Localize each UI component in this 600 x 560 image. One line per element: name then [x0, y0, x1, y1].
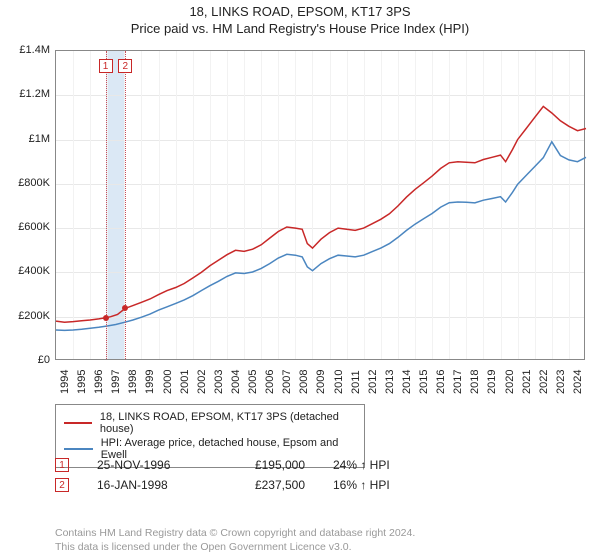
sale-badge: 2	[55, 478, 69, 492]
x-tick-label: 2021	[521, 370, 533, 394]
x-tick-label: 2011	[350, 370, 362, 394]
series-line-hpi	[56, 142, 586, 331]
x-tick-label: 2014	[401, 370, 413, 394]
x-tick-label: 2022	[538, 370, 550, 394]
legend-row-1: 18, LINKS ROAD, EPSOM, KT17 3PS (detache…	[64, 411, 356, 435]
x-tick-label: 2018	[469, 370, 481, 394]
x-tick-label: 2017	[452, 370, 464, 394]
chart-title: 18, LINKS ROAD, EPSOM, KT17 3PS	[0, 4, 600, 19]
x-tick-label: 1998	[127, 370, 139, 394]
sale-badge: 1	[55, 458, 69, 472]
sale-badge: 1	[99, 59, 113, 73]
price-history-row: 2 16-JAN-1998 £237,500 16% ↑ HPI	[55, 478, 423, 492]
x-tick-label: 2001	[179, 370, 191, 394]
plot-area: 12	[55, 50, 585, 360]
x-tick-label: 1997	[110, 370, 122, 394]
sale-price: £237,500	[225, 478, 305, 492]
sale-point-icon	[103, 315, 109, 321]
disclaimer-text: Contains HM Land Registry data © Crown c…	[55, 526, 415, 554]
x-tick-label: 1996	[93, 370, 105, 394]
x-tick-label: 2002	[196, 370, 208, 394]
y-tick-label: £1.2M	[0, 88, 50, 100]
x-tick-label: 2010	[333, 370, 345, 394]
y-tick-label: £1.4M	[0, 44, 50, 56]
x-tick-label: 2020	[504, 370, 516, 394]
sale-change: 16% ↑ HPI	[333, 478, 423, 492]
y-tick-label: £600K	[0, 221, 50, 233]
y-tick-label: £800K	[0, 177, 50, 189]
price-history-row: 1 25-NOV-1996 £195,000 24% ↑ HPI	[55, 458, 423, 472]
sale-date: 25-NOV-1996	[97, 458, 197, 472]
disclaimer-line-2: This data is licensed under the Open Gov…	[55, 540, 415, 554]
x-tick-label: 2005	[247, 370, 259, 394]
price-history-table: 1 25-NOV-1996 £195,000 24% ↑ HPI 2 16-JAN-199…	[55, 452, 423, 498]
x-tick-label: 2013	[384, 370, 396, 394]
legend-swatch-icon	[64, 448, 93, 450]
sale-change: 24% ↑ HPI	[333, 458, 423, 472]
sale-marker-line	[106, 51, 107, 359]
chart-wrapper: 18, LINKS ROAD, EPSOM, KT17 3PS Price pa…	[0, 0, 600, 560]
x-tick-label: 2012	[367, 370, 379, 394]
x-tick-label: 2006	[264, 370, 276, 394]
x-tick-label: 2016	[435, 370, 447, 394]
y-tick-label: £1M	[0, 133, 50, 145]
legend-swatch-icon	[64, 422, 92, 424]
sale-marker-line	[125, 51, 126, 359]
x-tick-label: 2007	[281, 370, 293, 394]
sale-price: £195,000	[225, 458, 305, 472]
x-tick-label: 2008	[298, 370, 310, 394]
disclaimer-line-1: Contains HM Land Registry data © Crown c…	[55, 526, 415, 540]
sale-point-icon	[122, 305, 128, 311]
x-tick-label: 2003	[213, 370, 225, 394]
y-tick-label: £200K	[0, 310, 50, 322]
sale-date: 16-JAN-1998	[97, 478, 197, 492]
plot-svg	[56, 51, 584, 359]
x-tick-label: 2009	[315, 370, 327, 394]
x-tick-label: 2000	[162, 370, 174, 394]
sale-badge: 2	[118, 59, 132, 73]
series-line-price_paid	[56, 106, 586, 322]
x-tick-label: 2024	[572, 370, 584, 394]
y-tick-label: £0	[0, 354, 50, 366]
y-tick-label: £400K	[0, 265, 50, 277]
x-tick-label: 2004	[230, 370, 242, 394]
x-tick-label: 2023	[555, 370, 567, 394]
x-tick-label: 1995	[76, 370, 88, 394]
titles: 18, LINKS ROAD, EPSOM, KT17 3PS Price pa…	[0, 0, 600, 36]
chart-subtitle: Price paid vs. HM Land Registry's House …	[0, 21, 600, 36]
legend-label-1: 18, LINKS ROAD, EPSOM, KT17 3PS (detache…	[100, 411, 356, 435]
x-tick-label: 2019	[486, 370, 498, 394]
x-tick-label: 1994	[59, 370, 71, 394]
x-tick-label: 2015	[418, 370, 430, 394]
x-tick-label: 1999	[144, 370, 156, 394]
